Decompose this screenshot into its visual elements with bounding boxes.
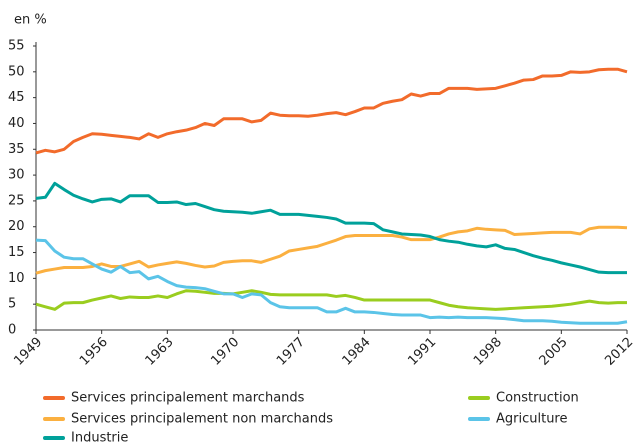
y-tick-label: 30	[8, 168, 25, 183]
y-tick-label: 20	[8, 219, 25, 234]
y-tick-label: 25	[8, 193, 25, 208]
x-tick-label: 1977	[274, 335, 308, 369]
legend-label: Agriculture	[496, 412, 568, 427]
legend-label: Industrie	[71, 431, 128, 446]
y-tick-label: 0	[8, 323, 16, 338]
y-tick-label: 40	[8, 116, 25, 131]
series-line	[35, 67, 628, 155]
x-tick-label: 1991	[405, 335, 439, 369]
y-tick-label: 50	[8, 64, 25, 79]
x-tick-label: 1970	[208, 335, 242, 369]
x-tick-label: 2005	[537, 335, 571, 369]
legend-label: Services principalement non marchands	[71, 412, 333, 427]
y-tick-label: 55	[8, 39, 25, 54]
y-tick-label: 45	[8, 90, 25, 105]
series-line	[35, 238, 628, 325]
legend-label: Services principalement marchands	[71, 391, 305, 406]
x-tick-label: 1949	[11, 335, 45, 369]
x-tick-label: 1963	[143, 335, 177, 369]
y-tick-label: 35	[8, 142, 25, 157]
y-tick-label: 10	[8, 271, 25, 286]
legend-label: Construction	[496, 391, 579, 406]
y-tick-label: 5	[8, 297, 16, 312]
y-axis-label: en %	[14, 13, 47, 28]
x-tick-label: 1998	[471, 335, 505, 369]
series-line	[35, 181, 627, 275]
series-line	[35, 289, 627, 311]
x-tick-label: 2012	[602, 335, 636, 369]
y-tick-label: 15	[8, 245, 25, 260]
x-tick-label: 1956	[77, 335, 111, 369]
x-tick-label: 1984	[340, 335, 374, 369]
series-line	[35, 225, 628, 275]
